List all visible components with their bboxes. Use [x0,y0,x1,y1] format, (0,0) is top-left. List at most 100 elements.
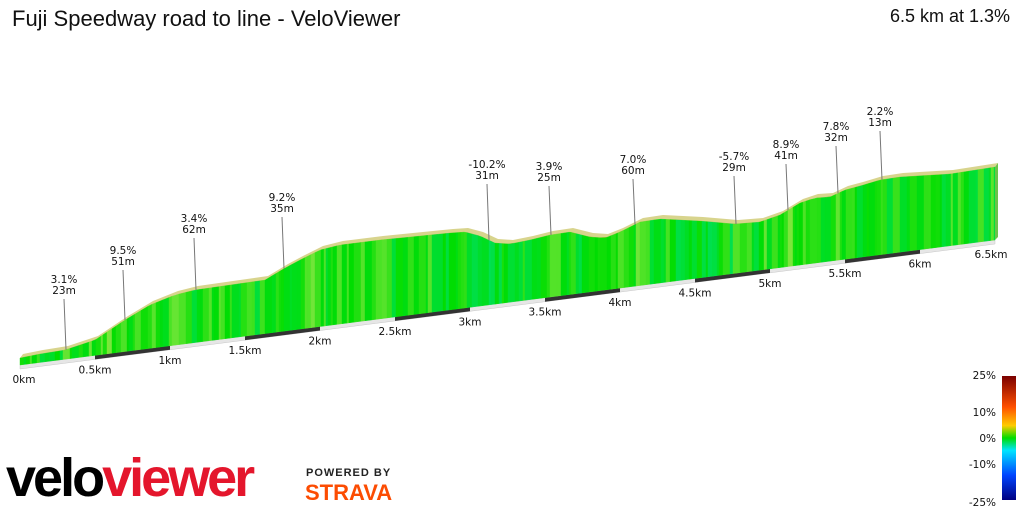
profile-stripe [963,170,970,245]
profile-stripe [771,215,779,269]
profile-stripe [729,223,734,275]
profile-stripe [100,334,104,355]
profile-stripe [705,221,709,278]
profile-stripe [271,273,277,333]
profile-stripe [128,314,134,352]
profile-stripe [802,200,807,265]
profile-stripe [560,232,568,296]
profile-stripe [777,214,781,269]
profile-stripe [688,220,693,280]
profile-stripe [134,310,142,351]
profile-stripe [649,219,655,285]
profile-stripe [862,183,868,258]
segment-gradient: 7.8% [823,121,850,133]
profile-stripe [88,340,93,357]
profile-stripe [82,341,90,358]
distance-tick-label: 4km [609,297,632,309]
profile-stripe [518,241,524,302]
profile-stripe [568,231,572,295]
profile-stripe [353,242,362,323]
profile-stripe [25,355,31,365]
distance-tick-label: 3km [459,316,482,328]
profile-stripe [990,166,995,241]
profile-stripe [906,176,911,252]
profile-stripe [578,233,583,294]
profile-stripe [159,299,164,348]
profile-stripe [916,175,925,251]
distance-tick-label: 1.5km [228,345,261,357]
profile-stripe [746,222,753,273]
road-segment-dark [395,307,470,321]
profile-stripe [663,218,667,283]
profile-stripe [536,236,542,299]
profile-stripe [39,352,46,363]
segment-annotations: 3.1%23m 9.5%51m 3.4%62m 9.2%35m -10.2%31m 3.9… [51,106,893,350]
profile-stripe [178,291,187,345]
profile-stripe [718,222,724,276]
segment-gradient: 9.2% [269,192,296,204]
profile-stripe [935,174,941,248]
profile-stripe [696,220,703,279]
profile-stripe [231,283,240,339]
powered-by-label: POWERED BY [306,467,392,479]
profile-stripe [240,282,248,337]
profile-stripe [575,233,580,294]
road-segment-dark [245,326,320,341]
profile-stripe [930,174,937,249]
road-segment-dark [845,249,920,264]
profile-stripe [115,322,122,353]
profile-stripe [830,193,837,262]
profile-stripe [147,303,153,349]
annotation-leader-line [486,183,490,241]
profile-stripe [781,212,785,268]
distance-tick-label: 0km [13,374,36,386]
profile-stripe [711,221,718,277]
profile-stripe [220,285,226,340]
profile-stripe [102,331,108,355]
segment-length: 23m [52,285,76,297]
distance-tick-label: 3.5km [528,307,561,319]
annotation-leader-line [63,298,67,350]
profile-stripe [283,264,291,332]
segment-gradient: 3.1% [51,274,78,286]
annotation-leader-line [632,178,636,225]
profile-stripe [660,218,665,284]
profile-stripe [325,247,329,326]
profile-stripe [300,257,306,330]
profile-stripe [402,236,409,317]
profile-stripe [391,238,397,318]
legend-label: 25% [973,370,996,382]
profile-stripe [950,173,954,246]
profile-stripe [44,352,50,363]
profile-stripe [386,238,393,319]
profile-stripe [610,233,617,290]
profile-stripe [208,287,213,341]
distance-tick-label: 6km [909,259,932,271]
profile-stripe [909,175,918,252]
profile-stripe [171,293,180,346]
profile-stripe [31,354,38,364]
profile-stripe [332,245,338,326]
road-segment-dark [695,268,770,283]
annotation-leader-line [548,185,552,235]
profile-stripe [941,174,947,248]
profile-stripe [213,286,220,341]
profile-stripe [779,213,783,268]
road-segment-dark [545,288,620,302]
profile-stripe [460,231,465,309]
distance-tick-label: 2km [309,336,332,348]
annotation-leader-line [122,269,126,321]
profile-stripe [69,347,73,359]
profile-stripe [758,220,765,271]
profile-stripe [841,189,847,260]
profile-stripe [425,234,429,314]
profile-stripe [126,317,130,352]
profile-stripe [168,295,173,347]
profile-stripe [628,224,635,288]
segment-length: 62m [182,224,206,236]
profile-stripe [375,239,383,320]
profile-stripe [463,231,468,309]
profile-stripes [19,163,998,366]
distance-tick-label: 4.5km [678,287,711,299]
profile-stripe [381,239,388,319]
